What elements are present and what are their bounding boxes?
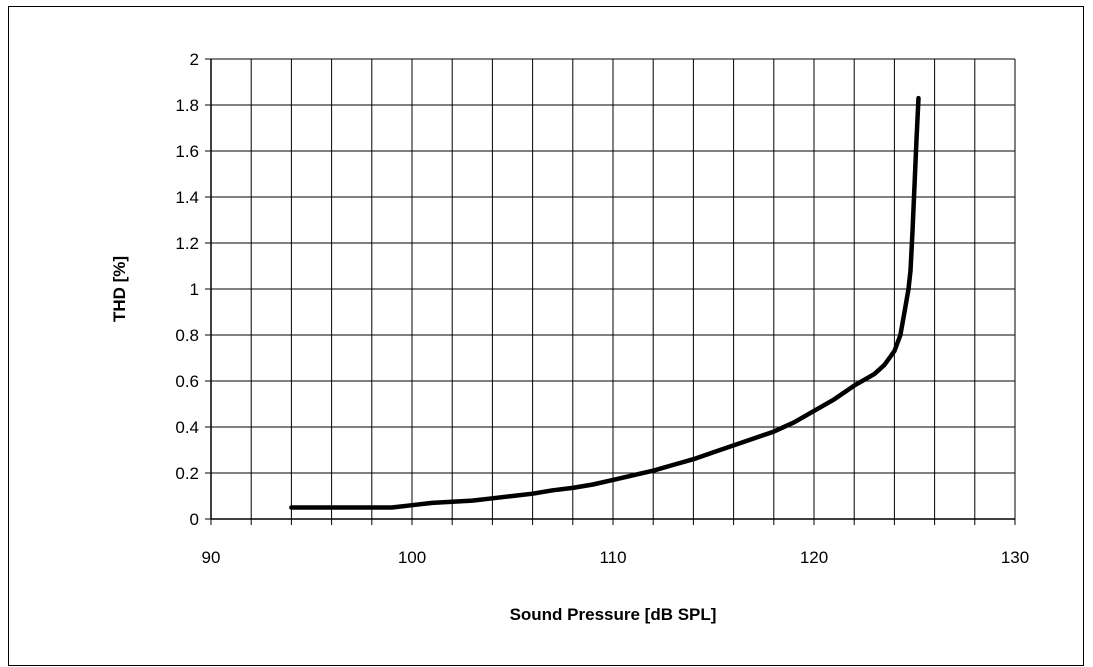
x-tick-label: 110 [599,548,626,567]
grid [210,58,1016,520]
y-tick-label: 0.2 [175,464,199,483]
y-tick-label: 2 [190,50,199,69]
x-tick-label: 130 [1001,548,1029,567]
thd-chart: 0 0.2 0.4 0.6 0.8 1 1.2 1.4 1.6 1.8 2 90 100 110 120 13… [110,50,1029,624]
y-tick-label: 0 [190,510,199,529]
y-tick-label: 1.6 [175,142,199,161]
chart-frame: 0 0.2 0.4 0.6 0.8 1 1.2 1.4 1.6 1.8 2 90 100 110 120 13… [8,6,1084,666]
tick-labels: 0 0.2 0.4 0.6 0.8 1 1.2 1.4 1.6 1.8 2 90 100 110 120 13… [175,50,1029,567]
series [289,95,921,510]
x-axis-title: Sound Pressure [dB SPL] [510,605,717,624]
y-tick-label: 1.4 [175,188,199,207]
axes [205,58,1016,525]
y-tick-label: 0.6 [175,372,199,391]
y-tick-label: 1.2 [175,234,199,253]
y-axis-title: THD [%] [110,256,129,322]
x-tick-label: 120 [800,548,828,567]
y-tick-label: 0.4 [175,418,199,437]
x-tick-label: 100 [398,548,426,567]
x-tick-label: 90 [202,548,221,567]
y-tick-label: 0.8 [175,326,199,345]
thd-curve [289,95,921,510]
y-tick-label: 1 [190,280,199,299]
y-tick-label: 1.8 [175,96,199,115]
